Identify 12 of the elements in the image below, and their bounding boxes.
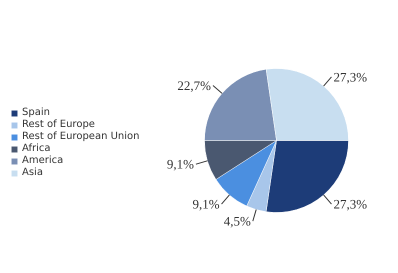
data-label: 4,5% <box>224 214 251 229</box>
data-label: 9,1% <box>166 156 194 172</box>
legend-label: Spain <box>22 107 50 118</box>
legend-label: Asia <box>22 167 43 178</box>
legend-label: Rest of Europe <box>22 119 95 130</box>
legend-label: America <box>22 155 64 166</box>
legend-label: Rest of European Union <box>22 131 140 142</box>
data-label: 9,1% <box>192 196 220 212</box>
data-label: 27,3% <box>333 69 368 84</box>
data-label: 22,7% <box>177 78 212 94</box>
data-label: 27,3% <box>333 196 368 212</box>
legend-label: Africa <box>22 143 51 154</box>
